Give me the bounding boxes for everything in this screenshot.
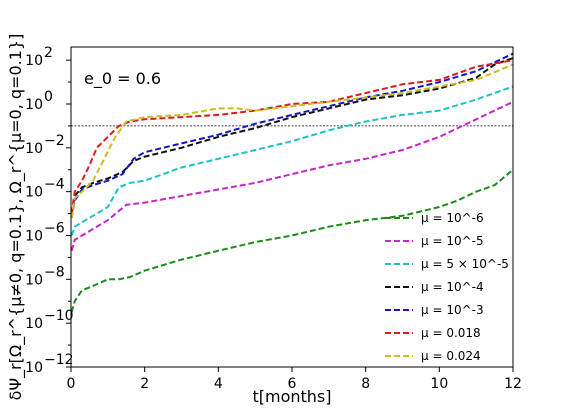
y-tick-exponent: −6	[44, 220, 65, 236]
legend-label-0: μ = 10^-6	[421, 211, 484, 225]
legend-label-4: μ = 10^-3	[421, 303, 484, 317]
series-line-0	[70, 168, 514, 313]
series-line-1	[70, 100, 514, 252]
y-tick-exponent: −4	[44, 177, 65, 193]
y-tick-exponent: −12	[44, 352, 74, 368]
series-line-3	[70, 57, 514, 214]
legend-label-6: μ = 0.024	[421, 349, 481, 363]
plot-frame	[70, 46, 514, 368]
series-line-6	[70, 63, 514, 219]
y-tick-exponent: −10	[44, 308, 74, 324]
y-tick-exponent: −2	[44, 133, 65, 149]
legend-label-2: μ = 5 × 10^-5	[421, 257, 509, 271]
y-tick-label: 10	[25, 141, 43, 157]
series-line-4	[70, 52, 514, 219]
legend-label-1: μ = 10^-5	[421, 234, 484, 248]
x-tick-label: 12	[504, 376, 522, 392]
annotation-eccentricity: e_0 = 0.6	[84, 69, 161, 89]
y-tick-label: 10	[25, 228, 43, 244]
x-tick-label: 2	[140, 376, 149, 392]
y-tick-label: 10	[25, 272, 43, 288]
y-tick-exponent: 0	[44, 89, 53, 105]
y-tick-exponent: 2	[44, 45, 53, 61]
x-tick-label: 4	[214, 376, 223, 392]
legend: μ = 10^-6 μ = 10^-5 μ = 5 × 10^-5 μ = 10^-4…	[385, 211, 509, 363]
y-tick-label: 10	[25, 97, 43, 113]
x-tick-label: 8	[361, 376, 370, 392]
series-line-5	[70, 59, 514, 214]
series-line-2	[70, 85, 514, 236]
y-tick-label: 10	[25, 316, 43, 332]
y-axis-label: δΨ_r[Ω_r^{μ≠0, q=0.1}, Ω_r^{μ=0, q=0.1}]	[6, 34, 26, 401]
y-tick-label: 10	[25, 360, 43, 376]
x-tick-label: 10	[430, 376, 448, 392]
x-tick-label: 0	[67, 376, 76, 392]
legend-label-5: μ = 0.018	[421, 326, 481, 340]
y-tick-label: 10	[25, 53, 43, 69]
legend-label-3: μ = 10^-4	[421, 280, 484, 294]
x-tick-label: 6	[288, 376, 297, 392]
y-tick-exponent: −8	[44, 264, 65, 280]
x-axis-label: t[months]	[252, 387, 331, 406]
y-tick-label: 10	[25, 185, 43, 201]
